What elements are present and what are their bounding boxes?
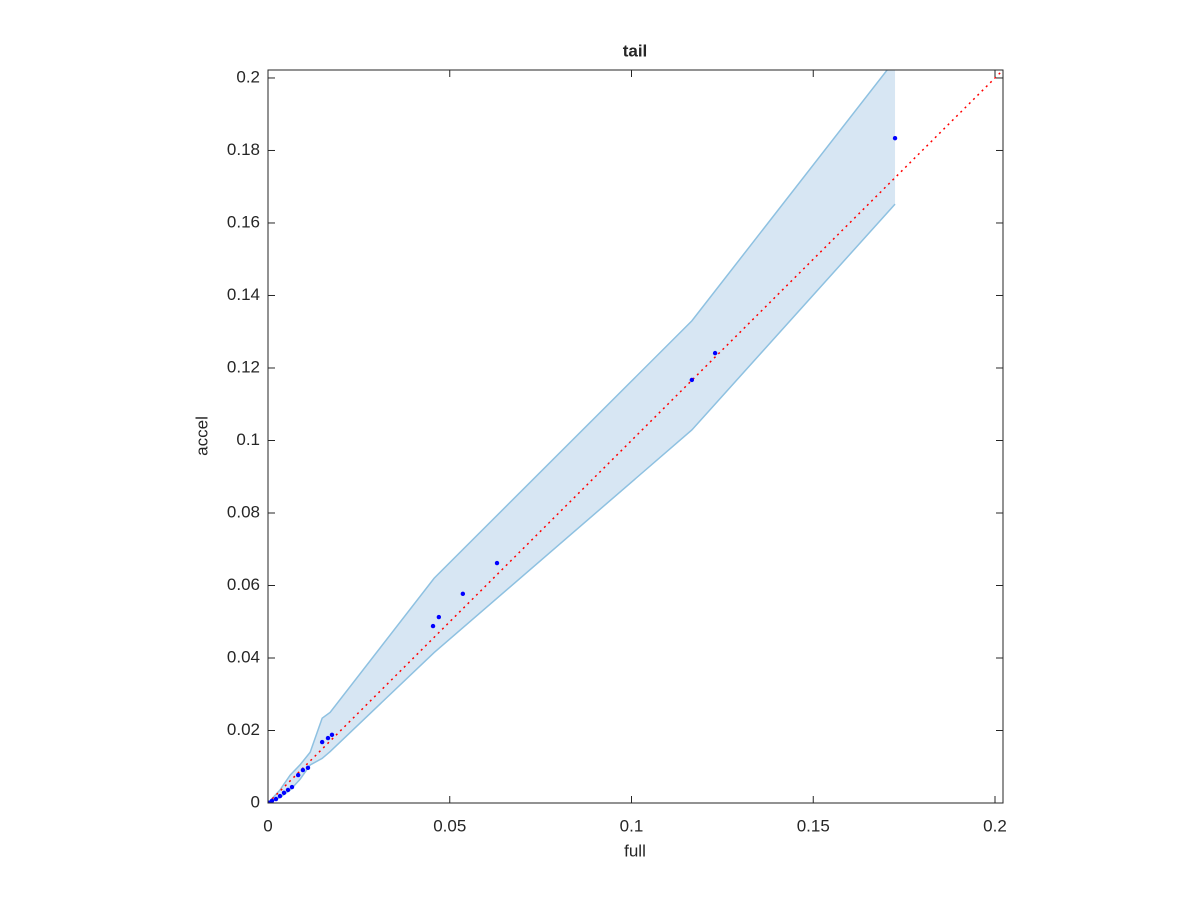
x-tick-label: 0.15 xyxy=(797,816,830,835)
confidence-band xyxy=(268,70,896,803)
x-tick-label: 0 xyxy=(263,816,272,835)
axes: 0 0.05 0.1 0.15 0.2 0 0.02 0.04 0.06 0.08 0.1 0.12 0… xyxy=(227,67,1007,835)
data-point xyxy=(300,767,306,773)
data-point xyxy=(268,800,272,803)
data-point xyxy=(494,560,500,566)
y-tick-label: 0.02 xyxy=(227,720,260,739)
y-tick-label: 0.08 xyxy=(227,502,260,521)
data-point xyxy=(430,623,436,629)
y-tick-label: 0.12 xyxy=(227,357,260,376)
data-point xyxy=(892,135,898,141)
y-tick-label: 0 xyxy=(251,792,260,811)
y-tick-label: 0.14 xyxy=(227,285,260,304)
data-point xyxy=(319,739,325,745)
data-point xyxy=(712,350,718,356)
y-tick-label: 0.04 xyxy=(227,647,260,666)
data-point xyxy=(460,591,466,597)
data-point xyxy=(289,784,295,790)
chart-title: tail xyxy=(623,41,648,60)
y-tick-label: 0.06 xyxy=(227,575,260,594)
data-point xyxy=(273,796,279,802)
axes-box xyxy=(267,69,1004,804)
y-axis-label: accel xyxy=(192,416,211,456)
plot-area xyxy=(268,70,1003,803)
data-point xyxy=(689,377,695,383)
x-tick-label: 0.05 xyxy=(433,816,466,835)
x-axis-label: full xyxy=(624,841,646,860)
x-tick-label: 0.1 xyxy=(620,816,644,835)
data-point xyxy=(285,787,291,793)
data-point xyxy=(305,765,311,771)
data-point xyxy=(436,614,442,620)
band-edge xyxy=(268,70,889,803)
reference-line xyxy=(268,70,1003,803)
y-tick-label: 0.16 xyxy=(227,212,260,231)
data-point xyxy=(325,735,331,741)
data-point xyxy=(329,732,335,738)
data-point xyxy=(281,790,287,796)
y-tick-label: 0.18 xyxy=(227,140,260,159)
data-point xyxy=(277,793,283,799)
y-tick-label: 0.1 xyxy=(236,430,260,449)
x-tick-label: 0.2 xyxy=(983,816,1007,835)
y-tick-label: 0.2 xyxy=(236,67,260,86)
data-point xyxy=(295,772,301,778)
